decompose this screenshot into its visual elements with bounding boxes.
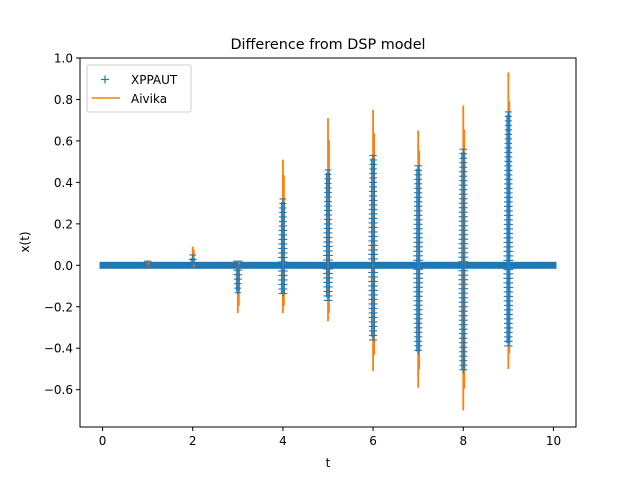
xppaut-burst (413, 165, 424, 355)
xppaut-burst (368, 154, 379, 341)
legend-box (86, 64, 192, 113)
x-tick-label: 8 (459, 434, 467, 448)
y-tick-label: −0.6 (44, 383, 73, 397)
x-tick-label: 2 (189, 434, 197, 448)
x-axis-label: t (326, 456, 331, 470)
y-tick-label: 0.6 (54, 134, 73, 148)
xppaut-burst (232, 260, 243, 295)
legend-label-xppaut: XPPAUT (131, 73, 178, 87)
x-tick-label: 4 (279, 434, 287, 448)
xppaut-burst (503, 111, 514, 347)
axes-frame (79, 57, 577, 428)
x-tick-label: 0 (99, 434, 107, 448)
series-layer (99, 72, 557, 411)
x-axis: 0 2 4 6 8 10 (99, 427, 561, 448)
xppaut-burst (458, 148, 469, 374)
y-tick-label: 1.0 (54, 52, 73, 66)
chart-title: Difference from DSP model (230, 37, 425, 53)
xppaut-burst (323, 169, 333, 301)
xppaut-burst (277, 198, 288, 297)
legend-marker-xppaut (101, 75, 109, 84)
y-tick-label: 0.0 (54, 259, 73, 273)
x-tick-label: 6 (369, 434, 377, 448)
y-tick-label: 0.4 (54, 176, 73, 190)
x-tick-label: 10 (546, 434, 561, 448)
y-axis: −0.6 −0.4 −0.2 0.0 0.2 0.4 0.6 0.8 1.0 (44, 52, 80, 397)
legend-label-aivika: Aivika (131, 92, 167, 106)
y-tick-label: 0.8 (54, 93, 73, 107)
xppaut-burst (142, 260, 153, 268)
xppaut-burst (187, 254, 198, 268)
y-axis-label: x(t) (18, 231, 32, 252)
legend: XPPAUT Aivika (86, 64, 192, 113)
y-tick-label: −0.4 (44, 342, 73, 356)
y-tick-label: −0.2 (44, 300, 73, 314)
y-tick-label: 0.2 (54, 217, 73, 231)
